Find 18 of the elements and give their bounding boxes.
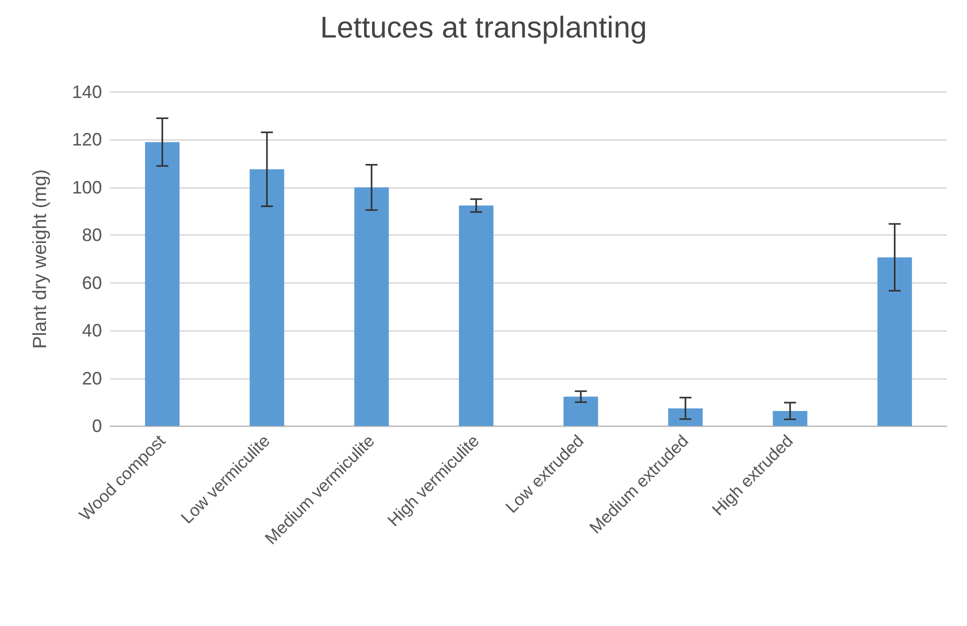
bar [668, 408, 703, 426]
y-tick-label: 120 [72, 130, 102, 150]
y-tick-label: 40 [82, 320, 102, 341]
y-tick-label: 140 [72, 82, 102, 102]
bar [145, 142, 180, 426]
bar [877, 257, 912, 426]
y-tick-label: 100 [72, 177, 102, 198]
bar [354, 187, 389, 426]
y-axis-title: Plant dry weight (mg) [30, 169, 51, 349]
y-tick-label: 20 [82, 368, 102, 388]
bar [458, 206, 494, 426]
bar [772, 410, 808, 426]
chart-title: Lettuces at transplanting [320, 12, 647, 44]
y-tick-label: 80 [82, 225, 102, 246]
y-tick-label: 0 [92, 416, 102, 436]
y-tick-label: 60 [82, 272, 102, 293]
bar [564, 396, 598, 426]
bar [250, 169, 284, 426]
